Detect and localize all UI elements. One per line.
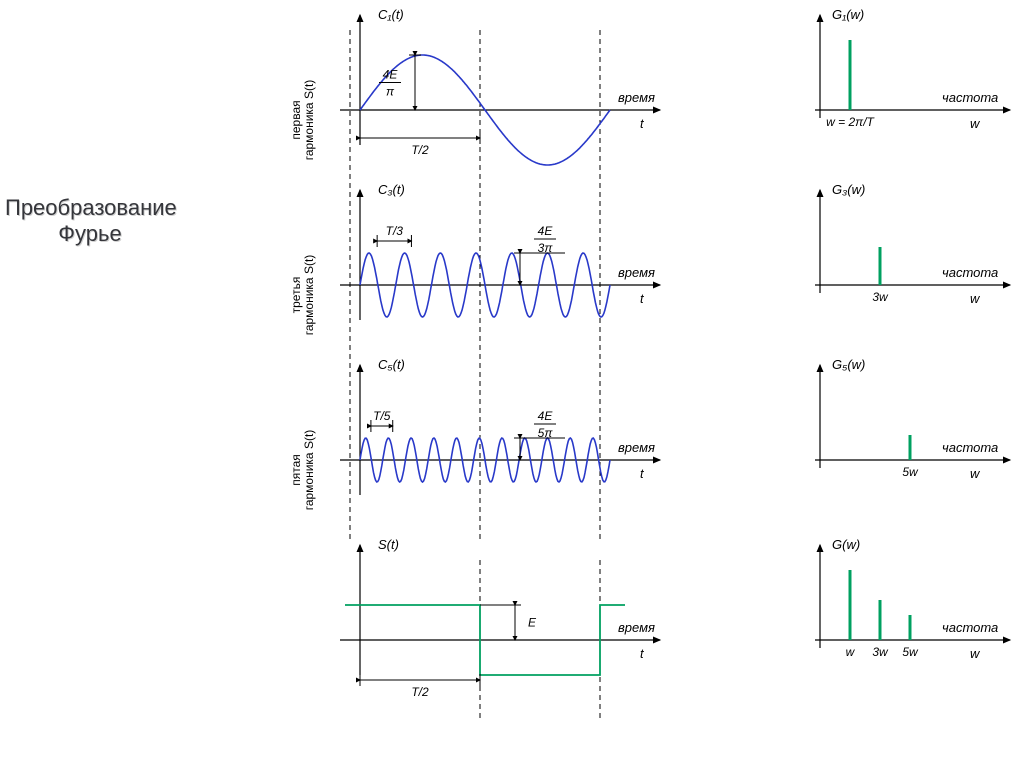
- row-c3-f-freq-sym: w: [970, 291, 981, 306]
- row-square-period-dim-label: T/2: [411, 685, 429, 699]
- row-c3-f-freq-word: частота: [942, 265, 998, 280]
- row-c1-period-dim-label: T/2: [411, 143, 429, 157]
- row-c5-freq-tick: 5w: [902, 465, 919, 479]
- row-square-spec-lbl-0: w: [846, 645, 856, 659]
- row-c5-time-word: время: [618, 440, 655, 455]
- row-c1-amp-frac-den: π: [386, 85, 395, 99]
- row-square-f-freq-word: частота: [942, 620, 998, 635]
- row-c1-vert-label: перваягармоника S(t): [289, 80, 316, 161]
- row-square-E-label: E: [528, 616, 537, 630]
- row-c1-title: C₁(t): [378, 7, 404, 22]
- row-c3-period-dim-label: T/3: [386, 224, 404, 238]
- row-c3-time-word: время: [618, 265, 655, 280]
- row-c1-time-sym: t: [640, 116, 645, 131]
- row-c5-title: C₅(t): [378, 357, 405, 372]
- row-square-spec-lbl-1: 3w: [872, 645, 889, 659]
- row-c1-f-freq-sym: w: [970, 116, 981, 131]
- row-square-f-title: G(w): [832, 537, 860, 552]
- row-c5-time-sym: t: [640, 466, 645, 481]
- row-c5-period-dim-label: T/5: [373, 409, 391, 423]
- row-square-f-freq-sym: w: [970, 646, 981, 661]
- row-c3-freq-tick: 3w: [872, 290, 889, 304]
- row-c5-vert-label: пятаягармоника S(t): [289, 430, 316, 511]
- row-c1-amp-frac-num: 4E: [383, 68, 399, 82]
- row-c1-f-freq-word: частота: [942, 90, 998, 105]
- row-c5-amp-frac-num: 4E: [538, 409, 554, 423]
- row-c3-title: C₃(t): [378, 182, 405, 197]
- row-c3-time-sym: t: [640, 291, 645, 306]
- row-c5-f-freq-sym: w: [970, 466, 981, 481]
- row-square-title: S(t): [378, 537, 399, 552]
- row-c5-f-freq-word: частота: [942, 440, 998, 455]
- row-c1-freq-tick: w = 2π/T: [826, 115, 875, 129]
- row-c3-vert-label: третьягармоника S(t): [289, 255, 316, 336]
- row-c3-f-title: G₃(w): [832, 182, 865, 197]
- row-c5-f-title: G₅(w): [832, 357, 865, 372]
- row-c3-amp-frac-num: 4E: [538, 224, 554, 238]
- row-c1-f-title: G₁(w): [832, 7, 864, 22]
- row-square-time-sym: t: [640, 646, 645, 661]
- row-square-time-word: время: [618, 620, 655, 635]
- row-c1-time-word: время: [618, 90, 655, 105]
- row-square-spec-lbl-2: 5w: [902, 645, 919, 659]
